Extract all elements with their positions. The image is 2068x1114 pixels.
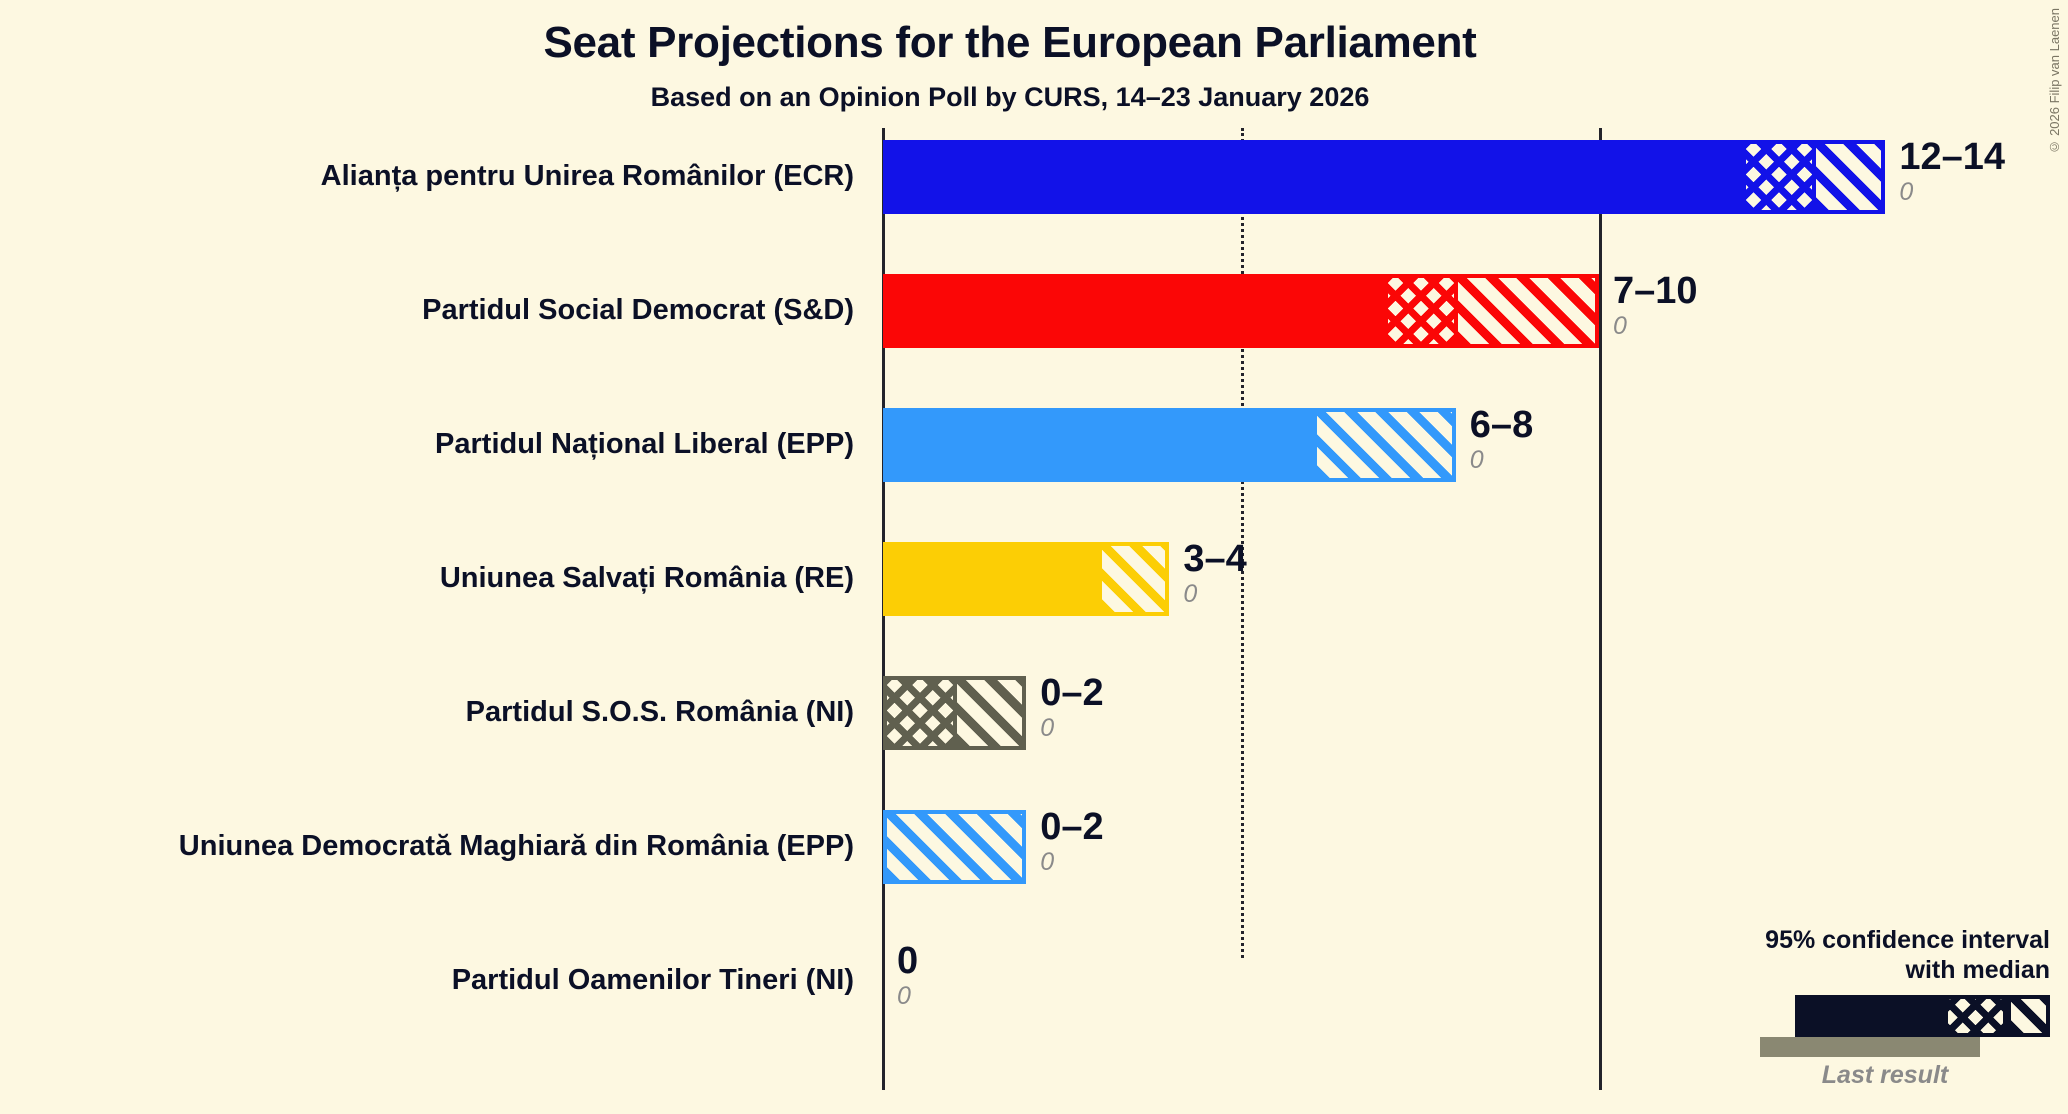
party-label-usr: Uniunea Salvați România (RE): [439, 562, 854, 595]
gridline-5-seats: [1241, 128, 1244, 958]
seat-range-value: 0: [897, 940, 919, 982]
value-label-group: 6–8 0: [1469, 404, 1534, 474]
value-label-group: 3–4 0: [1183, 538, 1247, 608]
confidence-interval-bar: [883, 408, 1456, 482]
last-result-value: 0: [1040, 847, 1055, 876]
chart-subtitle: Based on an Opinion Poll by CURS, 14–23 …: [650, 82, 1370, 112]
value-label-group: 7–10 0: [1613, 270, 1698, 340]
confidence-interval-bar: [883, 274, 1599, 348]
confidence-interval-bar: [883, 542, 1170, 616]
bar-row: Partidul Național Liberal (EPP) 6–8 0: [0, 378, 2068, 512]
bar-row: Partidul Social Democrat (S&D) 7–10 0: [0, 244, 2068, 378]
seat-range-value: 7–10: [1613, 270, 1698, 312]
legend-interval-bar: [1795, 995, 2050, 1037]
legend-last-result-label: Last result: [1821, 1061, 1949, 1089]
confidence-interval-bar: [883, 140, 1886, 214]
bar-segment-lower-bound: [883, 542, 1098, 616]
last-result-value: 0: [897, 981, 911, 1010]
bar-segment-upper-bound: [1312, 408, 1456, 482]
legend-caption-line1: 95% confidence interval: [1765, 926, 2050, 954]
value-label-group: 0–2 0: [1040, 672, 1104, 742]
legend-segment-median: [1944, 995, 2007, 1037]
party-label-aur: Alianța pentru Unirea Românilor (ECR): [320, 160, 854, 193]
party-label-udmr: Uniunea Democrată Maghiară din România (…: [178, 830, 854, 863]
bar-segment-upper-bound: [1097, 542, 1170, 616]
legend-segment-upper-bound: [2006, 995, 2050, 1037]
value-label-group: 12–14 0: [1899, 136, 2006, 206]
bar-row: Uniunea Democrată Maghiară din România (…: [0, 780, 2068, 914]
legend-last-result-bar: [1760, 1037, 1980, 1057]
seat-range-value: 0–2: [1040, 672, 1104, 714]
party-label-pot: Partidul Oamenilor Tineri (NI): [451, 964, 854, 997]
party-label-pnl: Partidul Național Liberal (EPP): [435, 428, 854, 461]
bar-segment-lower-bound: [883, 274, 1385, 348]
page-title: Seat Projections for the European Parlia…: [543, 18, 1477, 67]
last-result-value: 0: [1183, 579, 1198, 608]
seat-range-value: 6–8: [1469, 404, 1534, 446]
legend-segment-lower-bound: [1795, 995, 1945, 1037]
bar-row: Uniunea Salvați România (RE) 3–4 0: [0, 512, 2068, 646]
last-result-value: 0: [1613, 311, 1627, 340]
value-label-group: 0–2 0: [1040, 806, 1104, 876]
bar-segment-lower-bound: [883, 140, 1743, 214]
bar-segment-upper-bound: [1455, 274, 1599, 348]
last-result-value: 0: [1469, 445, 1484, 474]
party-label-s-o-s-: Partidul S.O.S. România (NI): [465, 696, 854, 729]
seat-range-value: 3–4: [1183, 538, 1247, 580]
legend: 95% confidence interval with median Last…: [1720, 925, 2050, 1090]
last-result-value: 0: [1899, 177, 1914, 206]
legend-caption-line2: with median: [1905, 956, 2050, 984]
confidence-interval-bar: [883, 810, 1027, 884]
bar-segment-upper-bound: [1813, 140, 1886, 214]
bar-segment-upper-bound: [883, 810, 1027, 884]
last-result-value: 0: [1040, 713, 1055, 742]
confidence-interval-bar: [883, 676, 1027, 750]
gridline-10-seats: [1599, 128, 1602, 1090]
bar-row: Partidul Oamenilor Tineri (NI) 0 0: [0, 914, 2068, 1048]
legend-caption: 95% confidence interval with median: [1720, 925, 2050, 985]
bar-row: Partidul S.O.S. România (NI) 0–2 0: [0, 646, 2068, 780]
seat-range-value: 12–14: [1899, 136, 2006, 178]
bar-segment-upper-bound: [954, 676, 1027, 750]
bar-segment-lower-bound: [883, 408, 1313, 482]
bar-segment-median: [1384, 274, 1456, 348]
bar-segment-median: [883, 676, 955, 750]
seat-range-value: 0–2: [1040, 806, 1104, 848]
party-label-psd: Partidul Social Democrat (S&D): [422, 294, 854, 327]
bar-segment-median: [1742, 140, 1814, 214]
bar-row: Alianța pentru Unirea Românilor (ECR) 12–…: [0, 110, 2068, 244]
